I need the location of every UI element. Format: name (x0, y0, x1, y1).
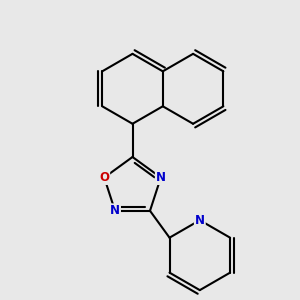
Text: N: N (195, 214, 205, 227)
Text: N: N (110, 204, 120, 217)
Text: N: N (156, 171, 166, 184)
Text: O: O (99, 171, 109, 184)
